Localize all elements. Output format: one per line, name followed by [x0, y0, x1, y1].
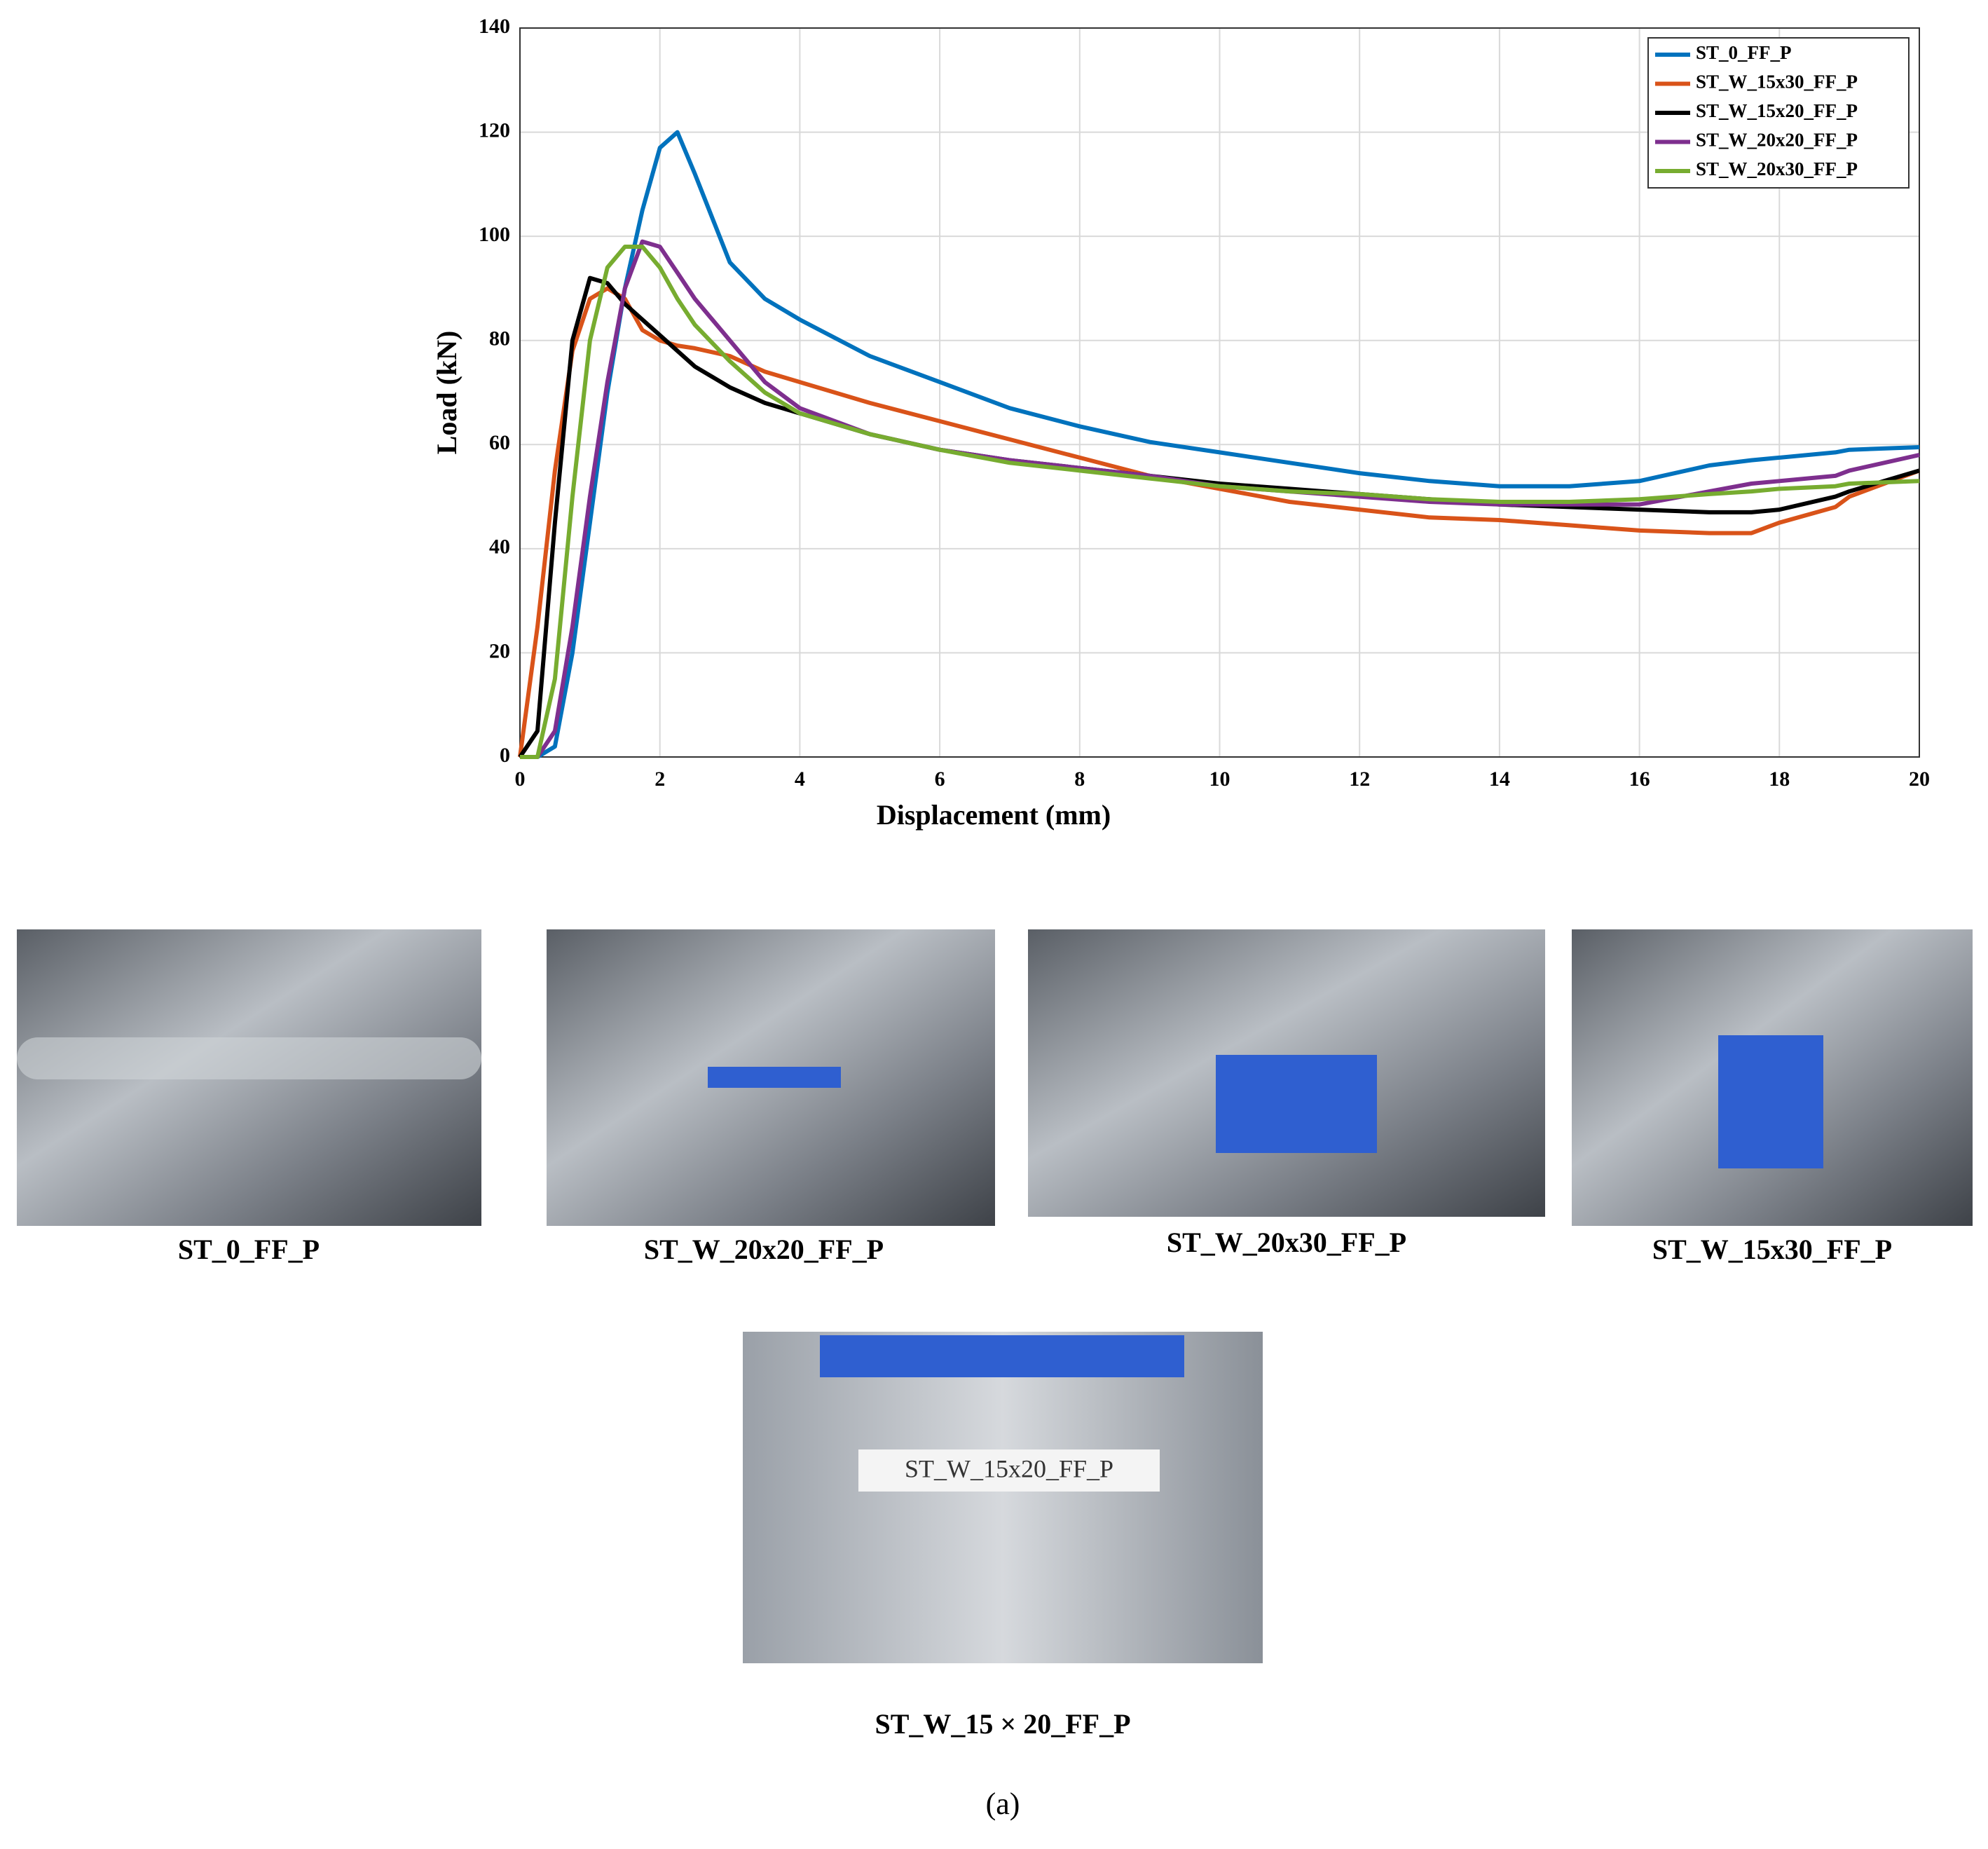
y-tick-label: 120 [479, 118, 510, 142]
photo [743, 1332, 1263, 1663]
x-tick-label: 6 [935, 767, 945, 791]
legend-label: ST_W_20x30_FF_P [1696, 158, 1858, 179]
caption: ST_W_15x30_FF_P [1652, 1234, 1892, 1265]
caption: ST_0_FF_P [178, 1234, 320, 1265]
x-tick-label: 14 [1489, 767, 1510, 791]
caption: ST_W_20x20_FF_P [644, 1234, 884, 1265]
y-tick-label: 80 [489, 327, 510, 350]
photo-tag-text: ST_W_15x20_FF_P [905, 1454, 1113, 1482]
photos: ST_W_15x20_FF_P [17, 929, 1973, 1663]
legend-label: ST_0_FF_P [1696, 42, 1792, 63]
photo-tag [858, 1449, 1160, 1492]
plot-frame [519, 27, 1920, 758]
photo-foam [1718, 1035, 1823, 1168]
y-tick-label: 140 [479, 15, 510, 38]
y-tick-label: 100 [479, 223, 510, 246]
x-tick-label: 4 [795, 767, 805, 791]
y-tick-label: 60 [489, 431, 510, 454]
panel-label: (a) [986, 1787, 1020, 1821]
series-line [520, 245, 1920, 759]
caption: ST_W_20x30_FF_P [1167, 1227, 1406, 1258]
caption: ST_W_15 × 20_FF_P [875, 1708, 1130, 1740]
y-tick-label: 20 [489, 639, 510, 662]
y-tick-label: 40 [489, 535, 510, 559]
series-line [518, 286, 1921, 758]
y-axis-label: Load (kN) [431, 331, 462, 455]
legend-label: ST_W_15x30_FF_P [1696, 71, 1858, 93]
x-tick-label: 10 [1209, 767, 1230, 791]
photo-foam [820, 1335, 1184, 1377]
x-tick-label: 18 [1769, 767, 1790, 791]
x-tick-label: 2 [654, 767, 665, 791]
x-tick-label: 20 [1909, 767, 1930, 791]
x-tick-label: 8 [1074, 767, 1085, 791]
x-tick-label: 16 [1629, 767, 1650, 791]
photo-foam [1216, 1055, 1377, 1153]
x-tick-label: 12 [1349, 767, 1370, 791]
x-tick-label: 0 [515, 767, 526, 791]
legend-label: ST_W_20x20_FF_P [1696, 130, 1858, 151]
photo-foam [708, 1067, 841, 1088]
photo-fold [17, 1037, 481, 1079]
x-axis-label: Displacement (mm) [877, 799, 1111, 831]
legend-box [1647, 37, 1910, 189]
y-tick-label: 0 [500, 744, 510, 767]
legend-label: ST_W_15x20_FF_P [1696, 100, 1858, 121]
